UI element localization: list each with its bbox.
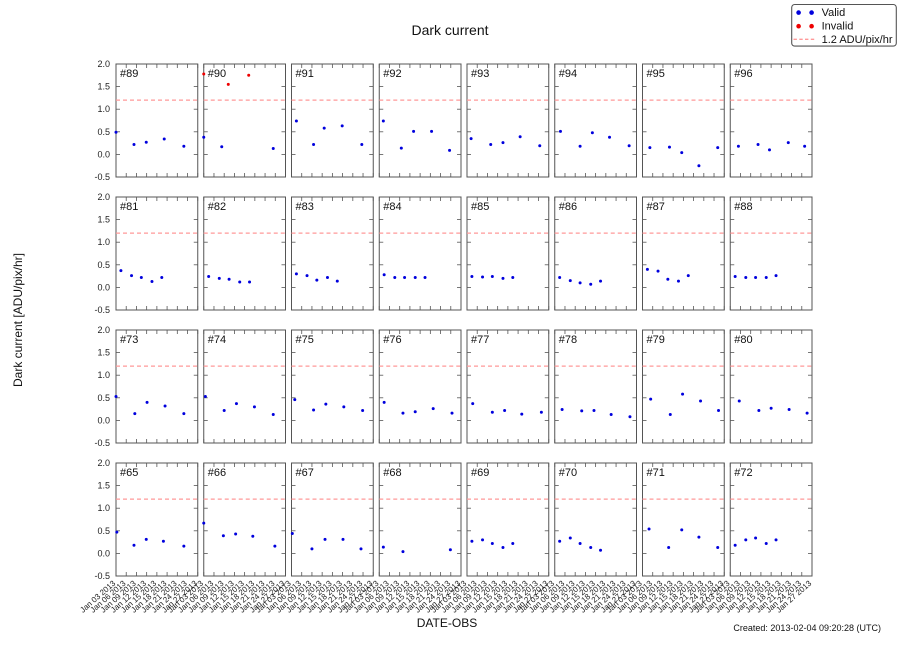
svg-text:2.0: 2.0: [97, 458, 110, 468]
svg-text:Dark current: Dark current: [411, 22, 488, 38]
svg-text:#78: #78: [559, 334, 577, 346]
svg-text:#87: #87: [647, 201, 665, 213]
svg-text:1.5: 1.5: [97, 215, 110, 225]
svg-text:#67: #67: [296, 467, 314, 479]
svg-text:1.5: 1.5: [97, 82, 110, 92]
svg-text:-0.5: -0.5: [94, 172, 110, 182]
svg-text:#88: #88: [734, 201, 752, 213]
svg-text:0.5: 0.5: [97, 260, 110, 270]
svg-text:#66: #66: [208, 467, 226, 479]
svg-text:1.2 ADU/pix/hr: 1.2 ADU/pix/hr: [822, 34, 893, 46]
svg-text:1.5: 1.5: [97, 348, 110, 358]
svg-text:#91: #91: [296, 68, 314, 80]
svg-text:0.5: 0.5: [97, 127, 110, 137]
svg-text:1.5: 1.5: [97, 481, 110, 491]
svg-text:Dark current [ADU/pix/hr]: Dark current [ADU/pix/hr]: [11, 253, 25, 387]
svg-text:#68: #68: [383, 467, 401, 479]
svg-text:Created: 2013-02-04 09:20:28 (: Created: 2013-02-04 09:20:28 (UTC): [733, 623, 881, 633]
svg-text:Invalid: Invalid: [822, 21, 854, 33]
svg-text:0.5: 0.5: [97, 393, 110, 403]
svg-text:#94: #94: [559, 68, 577, 80]
svg-text:2.0: 2.0: [97, 192, 110, 202]
svg-text:#93: #93: [471, 68, 489, 80]
svg-text:#95: #95: [647, 68, 665, 80]
svg-text:0.5: 0.5: [97, 526, 110, 536]
svg-text:#79: #79: [647, 334, 665, 346]
svg-text:Valid: Valid: [822, 7, 846, 19]
svg-text:#69: #69: [471, 467, 489, 479]
svg-text:0.0: 0.0: [97, 282, 110, 292]
svg-text:#76: #76: [383, 334, 401, 346]
svg-text:#80: #80: [734, 334, 752, 346]
svg-text:#90: #90: [208, 68, 226, 80]
svg-text:-0.5: -0.5: [94, 438, 110, 448]
svg-text:#77: #77: [471, 334, 489, 346]
svg-text:2.0: 2.0: [97, 59, 110, 69]
svg-text:1.0: 1.0: [97, 503, 110, 513]
svg-text:#71: #71: [647, 467, 665, 479]
svg-text:#81: #81: [120, 201, 138, 213]
svg-text:#82: #82: [208, 201, 226, 213]
svg-text:2.0: 2.0: [97, 325, 110, 335]
svg-text:1.0: 1.0: [97, 237, 110, 247]
svg-text:0.0: 0.0: [97, 149, 110, 159]
svg-text:0.0: 0.0: [97, 548, 110, 558]
svg-text:#70: #70: [559, 467, 577, 479]
svg-text:#84: #84: [383, 201, 401, 213]
svg-text:1.0: 1.0: [97, 370, 110, 380]
svg-text:0.0: 0.0: [97, 415, 110, 425]
svg-text:#72: #72: [734, 467, 752, 479]
svg-text:DATE-OBS: DATE-OBS: [417, 616, 477, 630]
svg-text:-0.5: -0.5: [94, 305, 110, 315]
svg-text:#73: #73: [120, 334, 138, 346]
svg-text:#85: #85: [471, 201, 489, 213]
svg-text:#83: #83: [296, 201, 314, 213]
svg-text:#65: #65: [120, 467, 138, 479]
svg-text:#86: #86: [559, 201, 577, 213]
svg-text:#92: #92: [383, 68, 401, 80]
svg-text:#96: #96: [734, 68, 752, 80]
svg-text:#89: #89: [120, 68, 138, 80]
svg-text:#74: #74: [208, 334, 226, 346]
svg-text:1.0: 1.0: [97, 104, 110, 114]
svg-text:#75: #75: [296, 334, 314, 346]
svg-text:-0.5: -0.5: [94, 571, 110, 581]
